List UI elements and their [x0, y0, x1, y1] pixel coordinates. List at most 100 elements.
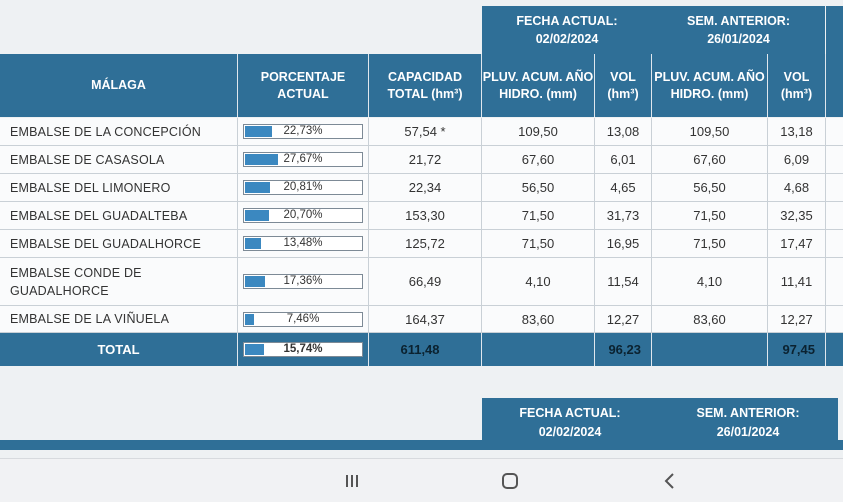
vol-current-cell: 12,27 — [595, 306, 652, 332]
percentage-cell: 13,48% — [238, 230, 369, 257]
vol-prev-cell: 4,68 — [768, 174, 826, 201]
percentage-fill — [245, 126, 272, 137]
total-percentage-label: 15,74% — [283, 343, 323, 355]
vol-prev-header: VOL (hm³) — [768, 54, 826, 117]
previous-week-title: SEM. ANTERIOR: — [686, 14, 790, 28]
vol-current-cell: 11,54 — [595, 258, 652, 305]
vol-prev-cell: 6,09 — [768, 146, 826, 173]
total-percentage-fill — [245, 344, 264, 355]
percentage-cell: 20,70% — [238, 202, 369, 229]
pluv-current-cell: 83,60 — [482, 306, 595, 332]
vol-current-cell: 4,65 — [595, 174, 652, 201]
name-cell: EMBALSE DE LA CONCEPCIÓN — [0, 118, 238, 145]
vol-current-cell: 6,01 — [595, 146, 652, 173]
name-cell: EMBALSE CONDE DE GUADALHORCE — [0, 258, 238, 305]
total-vol-prev: 97,45 — [768, 333, 826, 366]
vol-prev-cell: 17,47 — [768, 230, 826, 257]
total-vol-current: 96,23 — [595, 333, 652, 366]
capacity-cell: 125,72 — [369, 230, 482, 257]
pluv-current-cell: 67,60 — [482, 146, 595, 173]
percentage-bar: 7,46% — [243, 311, 363, 327]
percentage-label: 17,36% — [283, 275, 323, 287]
header-edge — [826, 6, 843, 54]
percentage-bar: 20,81% — [243, 180, 363, 195]
vol-current-cell: 16,95 — [595, 230, 652, 257]
percentage-label: 22,73% — [283, 125, 323, 137]
previous-week-header: SEM. ANTERIOR: 26/01/2024 — [652, 6, 825, 54]
home-button[interactable] — [490, 467, 530, 495]
pluv-prev-cell: 67,60 — [652, 146, 768, 173]
name-cell: EMBALSE DEL GUADALTEBA — [0, 202, 238, 229]
second-table-header-strip — [0, 440, 843, 450]
home-icon — [502, 473, 518, 489]
pluv-prev-cell: 71,50 — [652, 202, 768, 229]
second-previous-week-header: SEM. ANTERIOR: 26/01/2024 — [658, 398, 838, 448]
name-cell: EMBALSE DE LA VIÑUELA — [0, 306, 238, 332]
second-current-date-value: 02/02/2024 — [538, 425, 602, 439]
percentage-fill — [245, 276, 265, 287]
back-button[interactable] — [650, 467, 690, 495]
total-pluv-prev — [652, 333, 768, 366]
percentage-cell: 7,46% — [238, 306, 369, 332]
current-date-value: 02/02/2024 — [535, 32, 599, 46]
current-date-title: FECHA ACTUAL: — [516, 14, 618, 28]
percentage-bar: 17,36% — [243, 274, 363, 289]
capacity-cell: 57,54 * — [369, 118, 482, 145]
percentage-cell: 22,73% — [238, 118, 369, 145]
capacity-cell: 66,49 — [369, 258, 482, 305]
capacity-cell: 22,34 — [369, 174, 482, 201]
header-edge-cell — [826, 54, 843, 117]
pluv-current-cell: 4,10 — [482, 258, 595, 305]
row-edge-cell — [826, 258, 843, 305]
vol-current-cell: 31,73 — [595, 202, 652, 229]
row-edge-cell — [826, 306, 843, 332]
pluv-current-cell: 109,50 — [482, 118, 595, 145]
percentage-bar: 27,67% — [243, 152, 363, 167]
table-row: EMBALSE CONDE DE GUADALHORCE 17,36% 66,49 4… — [0, 258, 843, 306]
vol-prev-cell: 12,27 — [768, 306, 826, 332]
percentage-fill — [245, 154, 278, 165]
percentage-bar: 13,48% — [243, 236, 363, 251]
capacity-cell: 21,72 — [369, 146, 482, 173]
second-current-date-header: FECHA ACTUAL: 02/02/2024 — [482, 398, 658, 448]
percentage-label: 20,81% — [283, 181, 323, 193]
column-header-row: MÁLAGA PORCENTAJE ACTUAL CAPACIDAD TOTAL… — [0, 54, 843, 117]
recents-button[interactable] — [332, 467, 372, 495]
pluv-current-header: PLUV. ACUM. AÑO HIDRO. (mm) — [482, 54, 595, 117]
capacity-cell: 164,37 — [369, 306, 482, 332]
percentage-bar: 22,73% — [243, 124, 363, 139]
second-previous-week-title: SEM. ANTERIOR: — [696, 406, 800, 420]
percentage-fill — [245, 238, 261, 249]
current-date-header: FECHA ACTUAL: 02/02/2024 — [482, 6, 652, 54]
total-percentage: 15,74% — [238, 333, 369, 366]
system-navigation-bar — [0, 458, 843, 502]
table-row: EMBALSE DEL GUADALHORCE 13,48% 125,72 71,50… — [0, 230, 843, 258]
name-cell: EMBALSE DEL LIMONERO — [0, 174, 238, 201]
total-pluv-current — [482, 333, 595, 366]
row-edge-cell — [826, 118, 843, 145]
percentage-label: 20,70% — [283, 209, 323, 221]
name-cell: EMBALSE DEL GUADALHORCE — [0, 230, 238, 257]
pluv-prev-cell: 109,50 — [652, 118, 768, 145]
row-edge-cell — [826, 174, 843, 201]
pluv-current-cell: 71,50 — [482, 202, 595, 229]
row-edge-cell — [826, 202, 843, 229]
pluv-prev-header: PLUV. ACUM. AÑO HIDRO. (mm) — [652, 54, 768, 117]
table-row: EMBALSE DEL GUADALTEBA 20,70% 153,30 71,50 3… — [0, 202, 843, 230]
pluv-current-cell: 56,50 — [482, 174, 595, 201]
pluv-prev-cell: 71,50 — [652, 230, 768, 257]
total-row: TOTAL 15,74% 611,48 96,23 97,45 — [0, 333, 843, 366]
percentage-label: 7,46% — [286, 312, 320, 325]
percentage-cell: 17,36% — [238, 258, 369, 305]
percentage-fill — [245, 210, 269, 221]
vol-prev-cell: 13,18 — [768, 118, 826, 145]
percentage-cell: 27,67% — [238, 146, 369, 173]
row-edge-cell — [826, 146, 843, 173]
percentage-label: 13,48% — [283, 237, 323, 249]
table-row: EMBALSE DEL LIMONERO 20,81% 22,34 56,50 4,65… — [0, 174, 843, 202]
capacity-cell: 153,30 — [369, 202, 482, 229]
percentage-fill — [245, 182, 270, 193]
table-row: EMBALSE DE LA VIÑUELA 7,46% 164,37 83,60 12,… — [0, 306, 843, 333]
total-label: TOTAL — [0, 333, 238, 366]
percentage-label: 27,67% — [283, 153, 323, 165]
